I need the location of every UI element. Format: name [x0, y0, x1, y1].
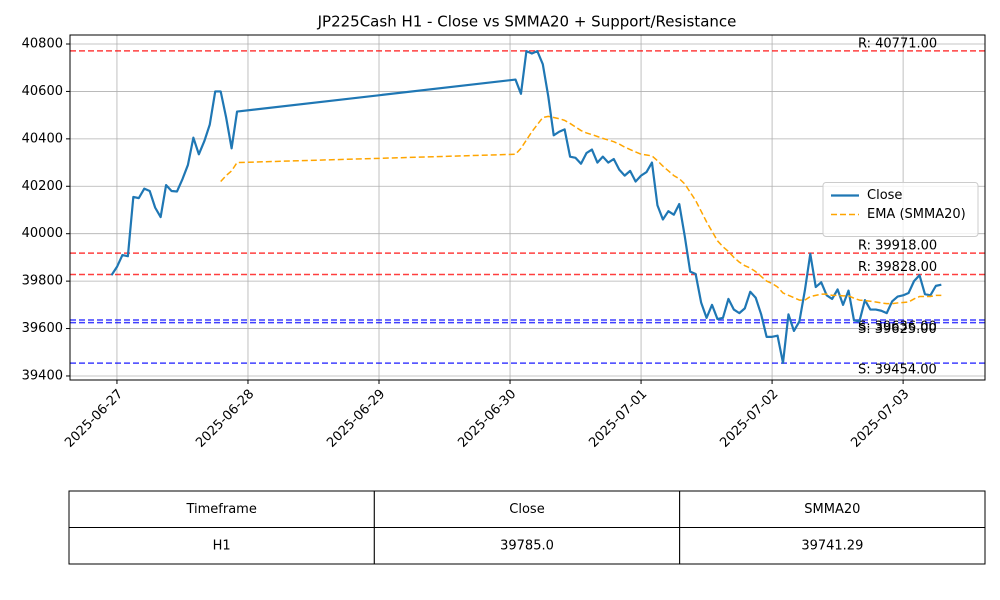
- x-tick-label: 2025-06-30: [455, 387, 519, 451]
- y-tick-label: 40400: [22, 131, 63, 146]
- level-label: S: 39454.00: [858, 363, 937, 378]
- x-tick-label: 2025-07-01: [586, 387, 650, 451]
- x-tick-label: 2025-06-29: [324, 387, 388, 451]
- plot-frame: [69, 34, 986, 381]
- series-line: [110, 50, 942, 365]
- level-label: R: 40771.00: [858, 36, 937, 51]
- y-tick-label: 40600: [22, 84, 63, 99]
- table-header: Timeframe: [185, 502, 256, 517]
- x-tick-label: 2025-07-02: [717, 387, 781, 451]
- table-value: 39741.29: [801, 538, 863, 553]
- level-label: S: 39625.00: [858, 322, 937, 337]
- table-value: H1: [213, 538, 231, 553]
- y-tick-label: 40800: [22, 37, 63, 52]
- y-tick-label: 39600: [22, 321, 63, 336]
- table-cell: [679, 527, 986, 565]
- legend-label: EMA (SMMA20): [867, 207, 966, 222]
- table-cell: [373, 527, 681, 565]
- table-value: 39785.0: [500, 538, 554, 553]
- level-label: R: 39828.00: [858, 260, 937, 275]
- level-label: R: 39918.00: [858, 239, 937, 254]
- table-header: Close: [509, 502, 544, 517]
- x-tick-label: 2025-06-27: [62, 387, 126, 451]
- series-line: [220, 115, 942, 305]
- x-tick-label: 2025-06-28: [193, 387, 257, 451]
- table-header: SMMA20: [804, 502, 860, 517]
- legend-label: Close: [867, 188, 902, 203]
- table-cell: [373, 490, 681, 528]
- y-tick-label: 39800: [22, 274, 63, 289]
- table-cell: [679, 490, 986, 528]
- legend-box: [822, 182, 979, 237]
- table-cell: [68, 527, 375, 565]
- y-tick-label: 39400: [22, 368, 63, 383]
- chart-title: JP225Cash H1 - Close vs SMMA20 + Support…: [317, 13, 737, 31]
- y-tick-label: 40000: [22, 226, 63, 241]
- table-cell: [68, 490, 375, 528]
- y-tick-label: 40200: [22, 179, 63, 194]
- x-tick-label: 2025-07-03: [848, 387, 912, 451]
